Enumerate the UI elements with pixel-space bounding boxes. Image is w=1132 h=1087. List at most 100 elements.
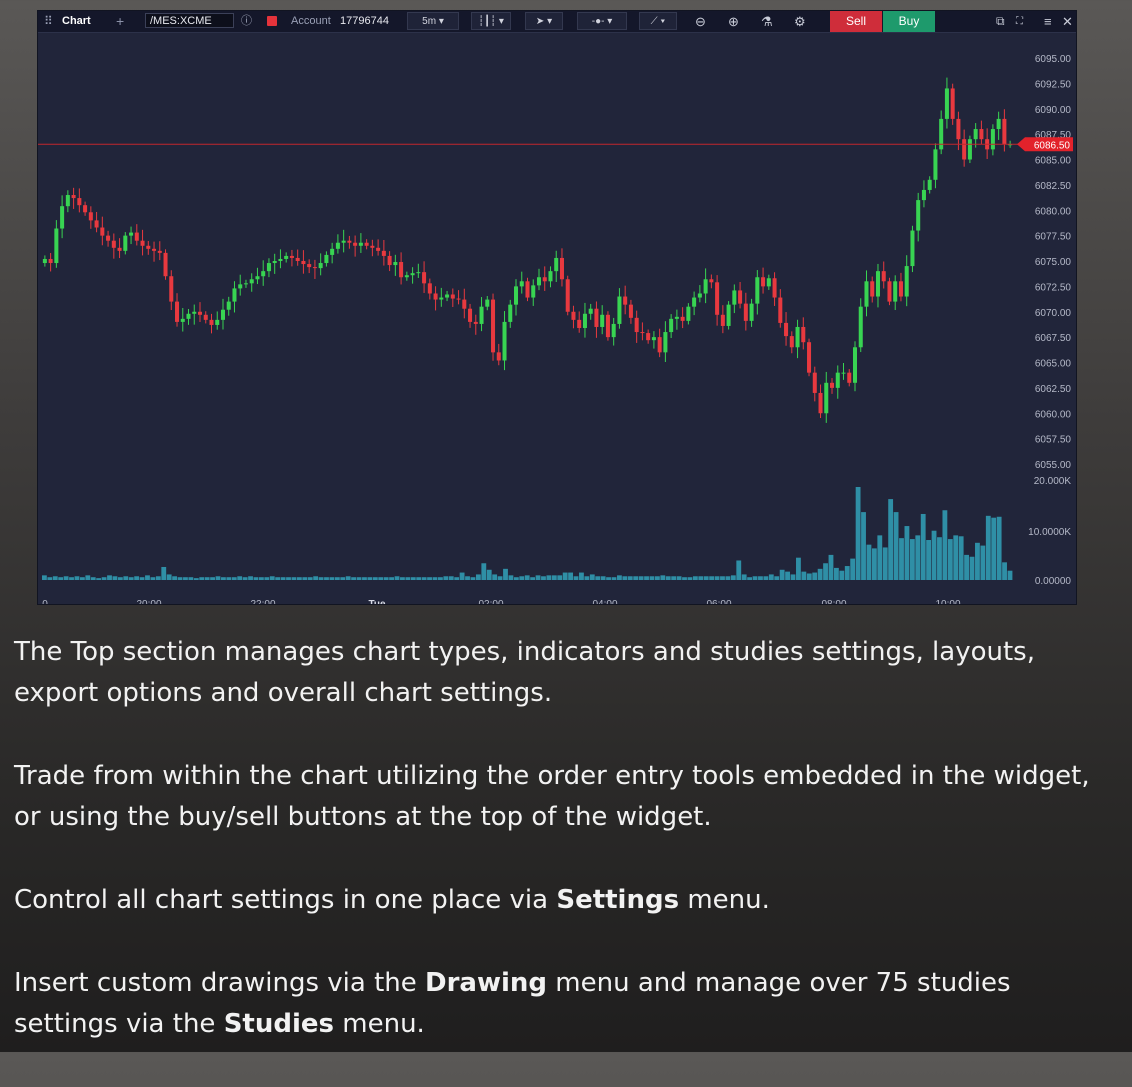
sell-button[interactable]: Sell [830,11,882,32]
candle-body [692,297,697,307]
volume-bar [150,577,156,580]
candle-body [445,294,450,298]
candle-body [720,314,725,326]
volume-bar [920,513,926,580]
candle-body [933,149,938,180]
volume-bar [752,576,758,580]
price-tick-label: 6092.50 [1035,79,1072,90]
volume-bar [557,575,563,580]
candle-body [571,311,576,320]
price-tick-label: 6080.00 [1035,206,1072,217]
volume-bar [183,577,188,580]
fullscreen-icon[interactable]: ⛶ [1016,16,1023,27]
volume-bar [508,575,514,580]
crosshair-icon[interactable]: -●- ▾ [577,12,627,30]
price-tick-label: 6082.50 [1035,181,1072,192]
candle-body [686,306,691,321]
candle-body [582,313,587,328]
volume-bar [503,568,508,580]
caption-text: menu. [334,1009,425,1039]
symbol-input[interactable]: /MES:XCME [145,13,234,28]
volume-bar [714,576,720,580]
candle-body [353,242,358,246]
volume-bar [698,576,704,580]
popout-icon[interactable]: ⧉ [996,14,1005,28]
widget-title: Chart [62,15,91,27]
volume-bars [42,487,1013,580]
candle-body [755,277,760,304]
volume-bar [296,577,302,580]
candle-body [519,281,524,287]
volume-bar [486,569,492,580]
caption-text: menu. [679,885,770,915]
volume-bar [758,576,763,580]
volume-bar [839,570,845,580]
zoom-out-icon[interactable]: ⊖ [695,14,706,29]
volume-bar [730,575,736,580]
volume-bar [747,577,753,580]
candle-body [404,275,409,278]
candle-body [163,252,168,277]
candle-body [387,255,392,266]
buy-button[interactable]: Buy [883,11,935,32]
candle-body [347,240,352,243]
current-price-tag [1017,137,1073,152]
record-icon[interactable] [267,16,277,26]
candle-body [973,129,978,140]
volume-bar [356,577,362,580]
candle-body [956,118,961,140]
volume-bar [117,577,123,580]
candle-body [364,242,369,246]
volume-bar [242,577,248,580]
timeframe-dropdown[interactable]: 5m ▾ [407,12,459,30]
volume-bar [996,516,1002,580]
candle-body [554,257,559,272]
settings-gear-icon[interactable]: ⚙ [794,14,806,29]
candle-body [318,263,323,269]
volume-bar [633,576,639,580]
candle-body [197,311,203,315]
volume-bar [253,577,259,580]
volume-bar [595,576,601,580]
candle-body [255,276,260,280]
candle-body [536,277,542,286]
menu-icon[interactable]: ≡ [1044,14,1052,29]
drag-handle-icon[interactable]: ⠿ [44,14,53,28]
time-axis: 0 20:00 22:00 Tue 02:00 04:00 06:00 08:00 10:00 [42,599,961,605]
draw-line-icon[interactable]: ⟋ ▾ [639,12,677,30]
info-icon[interactable]: ⓘ [241,15,252,27]
candlestick-icon[interactable]: ┆┃┆ ▾ [471,12,511,30]
time-tick-label: 06:00 [706,599,731,605]
price-chart[interactable]: 6095.00 6092.50 6090.00 6087.50 6085.00 6082.… [38,32,1076,605]
add-icon[interactable]: + [116,13,125,29]
candle-body [312,267,317,269]
studies-flask-icon[interactable]: ⚗ [761,14,773,29]
caption-paragraph-top-section: The Top section manages chart types, ind… [14,637,1035,708]
volume-tick-label: 10.0000K [1028,527,1071,538]
cursor-icon[interactable]: ➤ ▾ [525,12,563,30]
volume-bar [844,566,850,580]
candle-body [175,301,180,322]
price-tick-label: 6067.50 [1035,333,1072,344]
candle-body [732,290,737,305]
volume-bar [188,577,194,580]
zoom-in-icon[interactable]: ⊕ [728,14,739,29]
volume-bar [692,576,698,580]
candle-body [232,288,237,302]
volume-bar [638,576,644,580]
time-tick-label: 22:00 [250,599,275,605]
volume-bar [817,568,823,580]
volume-bar [481,563,487,580]
candle-body [335,242,340,249]
drawing-menu-name: Drawing [425,968,548,998]
volume-bar [584,576,590,580]
volume-bar [833,567,839,580]
candle-body [778,297,783,323]
candle-body [186,313,191,319]
candle-body [542,277,547,282]
volume-bar [302,577,308,580]
volume-bar [513,577,519,580]
close-icon[interactable]: ✕ [1062,14,1073,29]
candle-body [600,314,605,327]
candle-body [559,257,564,280]
